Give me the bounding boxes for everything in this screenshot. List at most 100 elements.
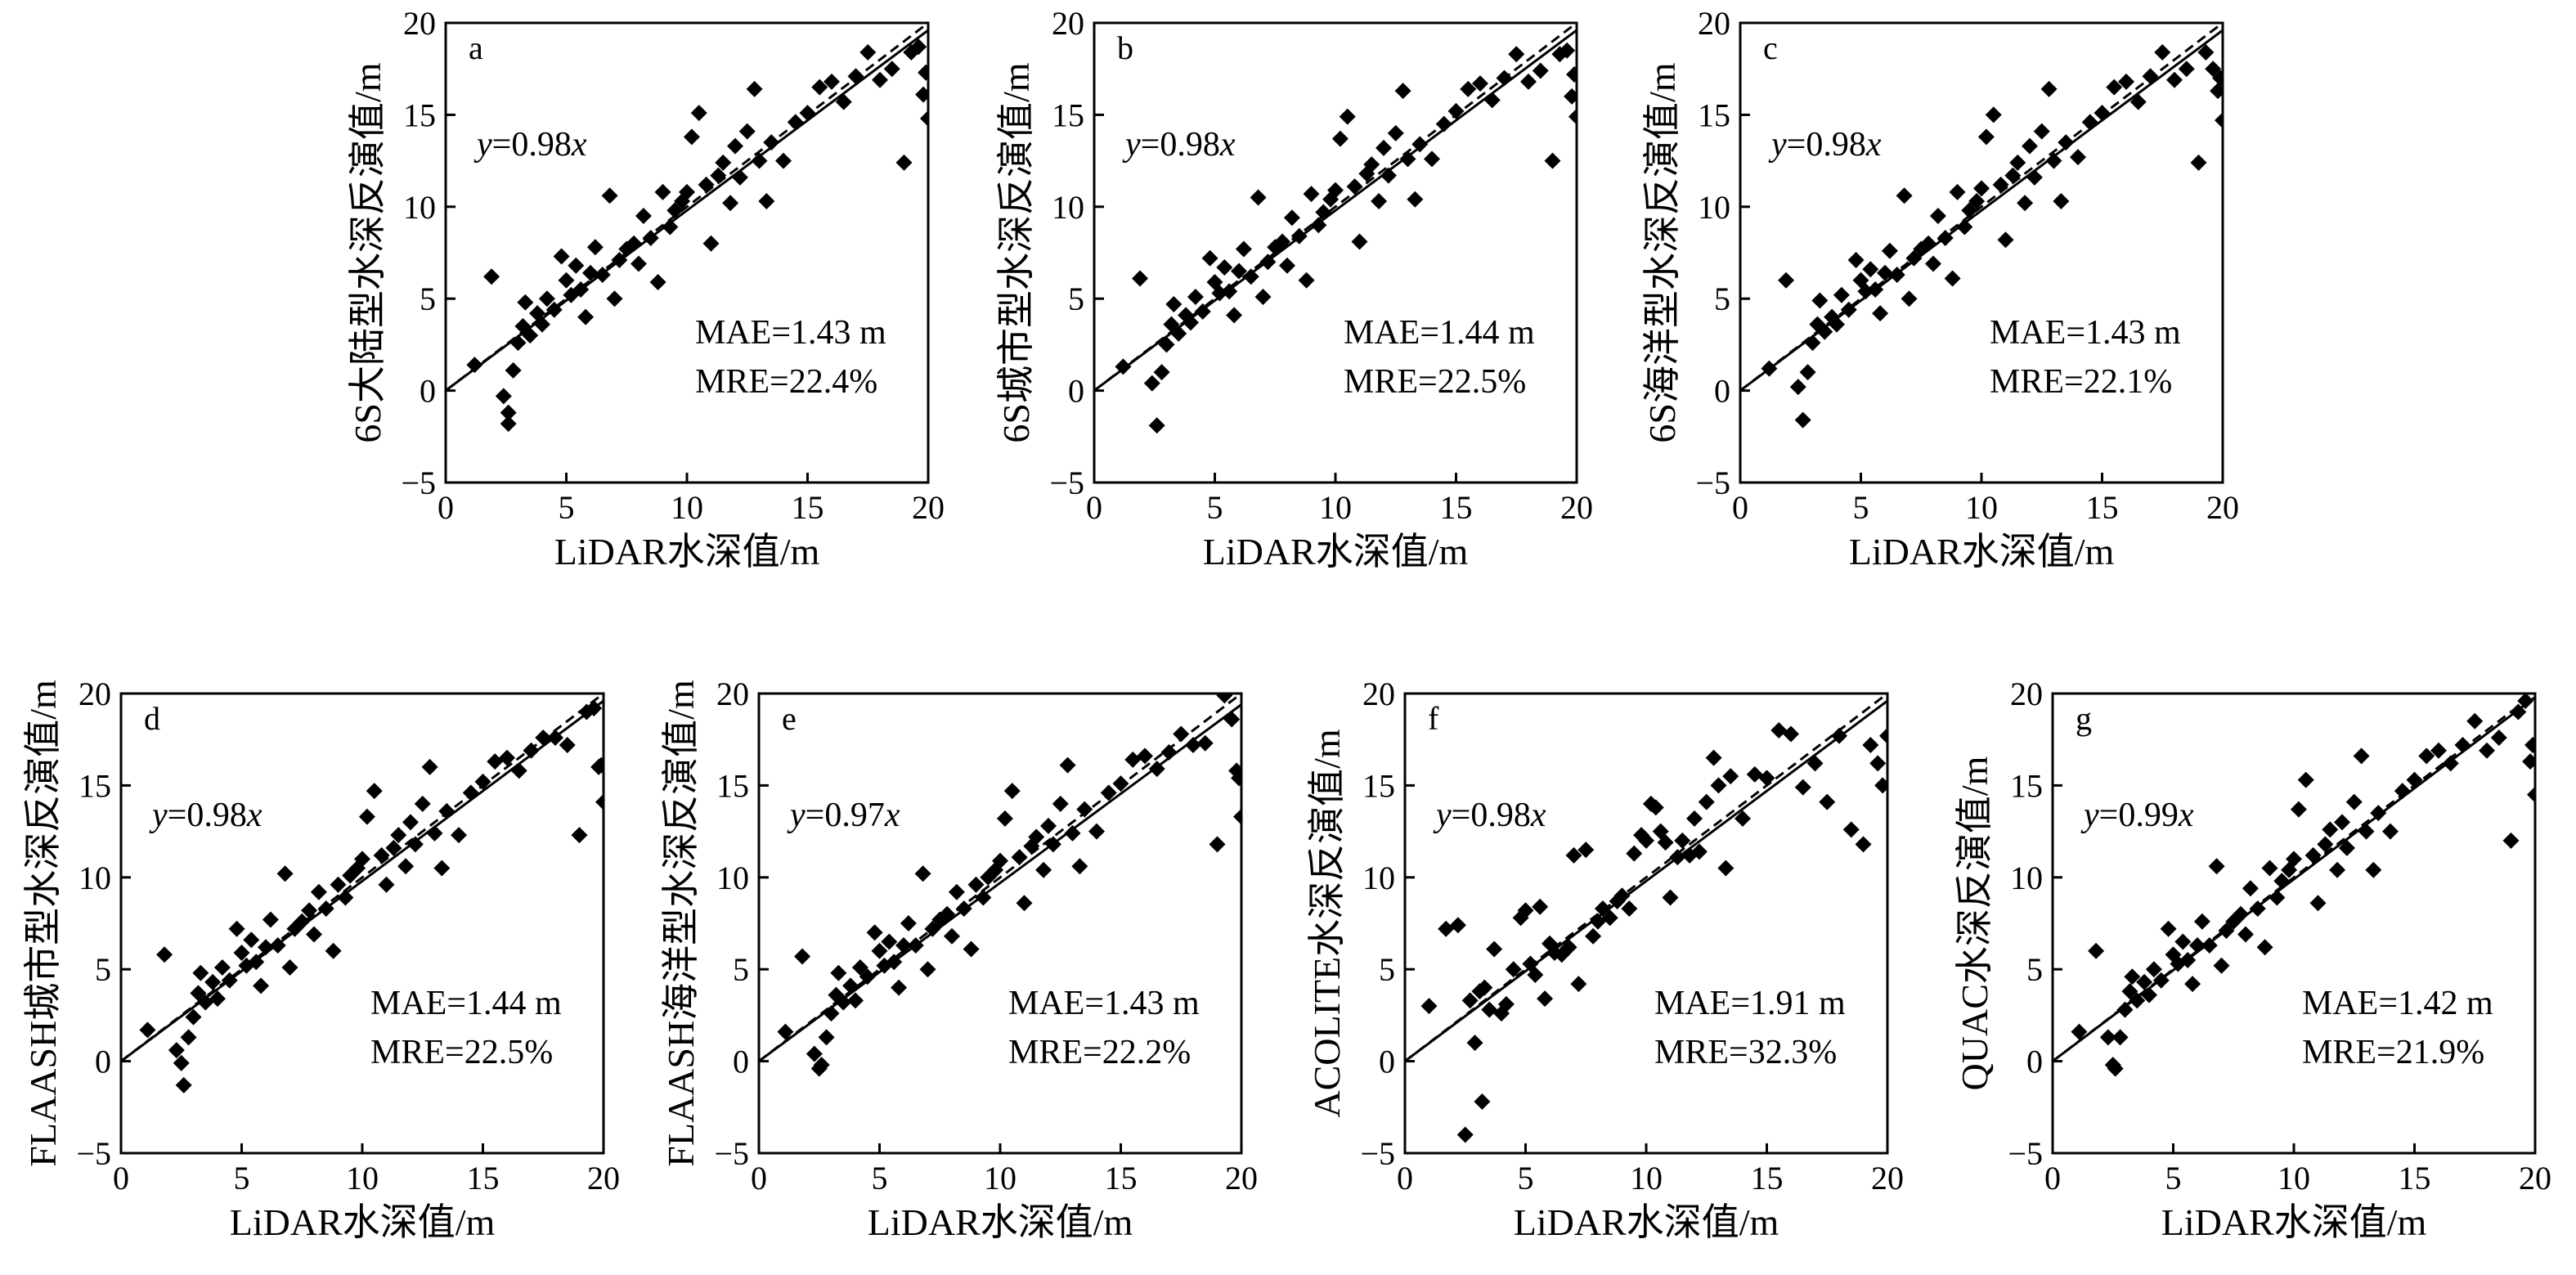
- mae-label: MAE=1.43 m: [1008, 985, 1200, 1022]
- fit-equation: y=0.98x: [149, 797, 263, 834]
- data-point: [1862, 261, 1879, 278]
- x-tick-label: 20: [1871, 1160, 1904, 1196]
- mre-label: MRE=22.5%: [370, 1034, 553, 1071]
- data-point: [310, 883, 327, 900]
- data-point: [1420, 998, 1438, 1015]
- data-point: [1973, 180, 1990, 197]
- data-point: [679, 183, 695, 200]
- y-tick-label: 0: [2026, 1044, 2043, 1080]
- y-tick-label: −5: [1360, 1135, 1395, 1172]
- y-tick-label: 15: [403, 97, 436, 133]
- data-point: [715, 154, 732, 171]
- data-point: [654, 183, 671, 200]
- data-point: [1380, 167, 1397, 184]
- data-point: [1758, 770, 1775, 787]
- data-point: [483, 268, 500, 285]
- x-tick-label: 5: [1518, 1160, 1534, 1196]
- data-point: [505, 361, 522, 379]
- data-point: [1231, 263, 1247, 280]
- x-axis-title: LiDAR水深值/m: [868, 1201, 1133, 1243]
- data-point: [2256, 939, 2273, 956]
- y-tick-label: 0: [1379, 1044, 1395, 1080]
- data-point: [2261, 860, 2278, 877]
- data-point: [571, 827, 588, 844]
- data-point: [1647, 799, 1664, 816]
- data-point: [1872, 305, 1889, 322]
- data-point: [2045, 152, 2062, 169]
- x-tick-label: 10: [1965, 489, 1998, 526]
- data-point: [1799, 364, 1816, 381]
- data-point: [1896, 187, 1913, 204]
- fit-line: [1405, 699, 1887, 1062]
- x-axis-title: LiDAR水深值/m: [2161, 1201, 2427, 1243]
- data-point: [2160, 920, 2177, 937]
- x-tick-label: 10: [1630, 1160, 1663, 1196]
- data-point: [2184, 976, 2201, 993]
- y-tick-label: 20: [403, 5, 436, 42]
- data-point: [2033, 123, 2050, 140]
- data-point: [824, 73, 840, 90]
- data-point: [631, 255, 647, 272]
- y-tick-label: 5: [1379, 951, 1395, 988]
- data-point: [2193, 913, 2210, 930]
- data-point: [233, 944, 250, 961]
- data-point: [835, 994, 852, 1011]
- data-point: [2527, 786, 2535, 803]
- y-tick-label: −5: [2008, 1135, 2043, 1172]
- fit-line: [1740, 29, 2223, 392]
- data-point: [180, 1029, 197, 1046]
- y-tick-label: 20: [716, 676, 749, 712]
- data-point: [2297, 771, 2314, 788]
- data-point: [2145, 961, 2162, 978]
- data-point: [517, 294, 534, 311]
- data-point: [243, 932, 260, 949]
- data-point: [1710, 777, 1727, 794]
- data-point: [1476, 979, 1493, 996]
- panel-letter: b: [1117, 29, 1133, 66]
- x-axis-title: LiDAR水深值/m: [230, 1201, 496, 1243]
- y-tick-label: 20: [79, 676, 111, 712]
- y-tick-label: 0: [420, 373, 436, 410]
- y-tick-label: 0: [1068, 373, 1084, 410]
- mre-label: MRE=22.2%: [1008, 1034, 1191, 1071]
- data-point: [421, 758, 438, 775]
- data-point: [175, 1076, 192, 1093]
- data-point: [1165, 295, 1183, 312]
- data-point: [2286, 851, 2302, 868]
- data-point: [593, 756, 604, 774]
- data-point: [1520, 73, 1537, 90]
- data-point: [1223, 711, 1241, 728]
- data-point: [1153, 364, 1170, 381]
- mae-label: MAE=1.91 m: [1654, 985, 1846, 1022]
- data-point: [2208, 858, 2225, 875]
- data-point: [1551, 46, 1568, 63]
- data-point: [378, 876, 395, 893]
- data-point: [1071, 858, 1088, 875]
- mre-label: MRE=22.1%: [1990, 363, 2172, 401]
- data-point: [366, 783, 383, 800]
- data-point: [751, 152, 768, 169]
- fit-line: [121, 699, 604, 1062]
- x-tick-label: 10: [984, 1160, 1016, 1196]
- mre-label: MRE=22.4%: [695, 363, 877, 401]
- data-point: [859, 43, 877, 61]
- data-point: [2088, 942, 2105, 959]
- data-point: [2106, 79, 2123, 96]
- data-point: [2309, 895, 2327, 912]
- data-point: [2116, 1001, 2134, 1018]
- data-point: [683, 128, 700, 146]
- x-axis-title: LiDAR水深值/m: [1514, 1201, 1779, 1243]
- data-point: [1746, 765, 1763, 783]
- data-point: [775, 152, 792, 169]
- data-point: [1088, 823, 1105, 840]
- plot-frame: [444, 21, 930, 484]
- data-point: [414, 795, 431, 812]
- data-point: [2213, 957, 2230, 974]
- data-point: [2242, 880, 2259, 897]
- data-point: [1833, 286, 1850, 303]
- data-point: [253, 977, 270, 994]
- fit-equation: y=0.99x: [2080, 797, 2194, 834]
- data-point: [1505, 961, 1522, 978]
- data-point: [2322, 821, 2339, 838]
- data-point: [944, 927, 960, 945]
